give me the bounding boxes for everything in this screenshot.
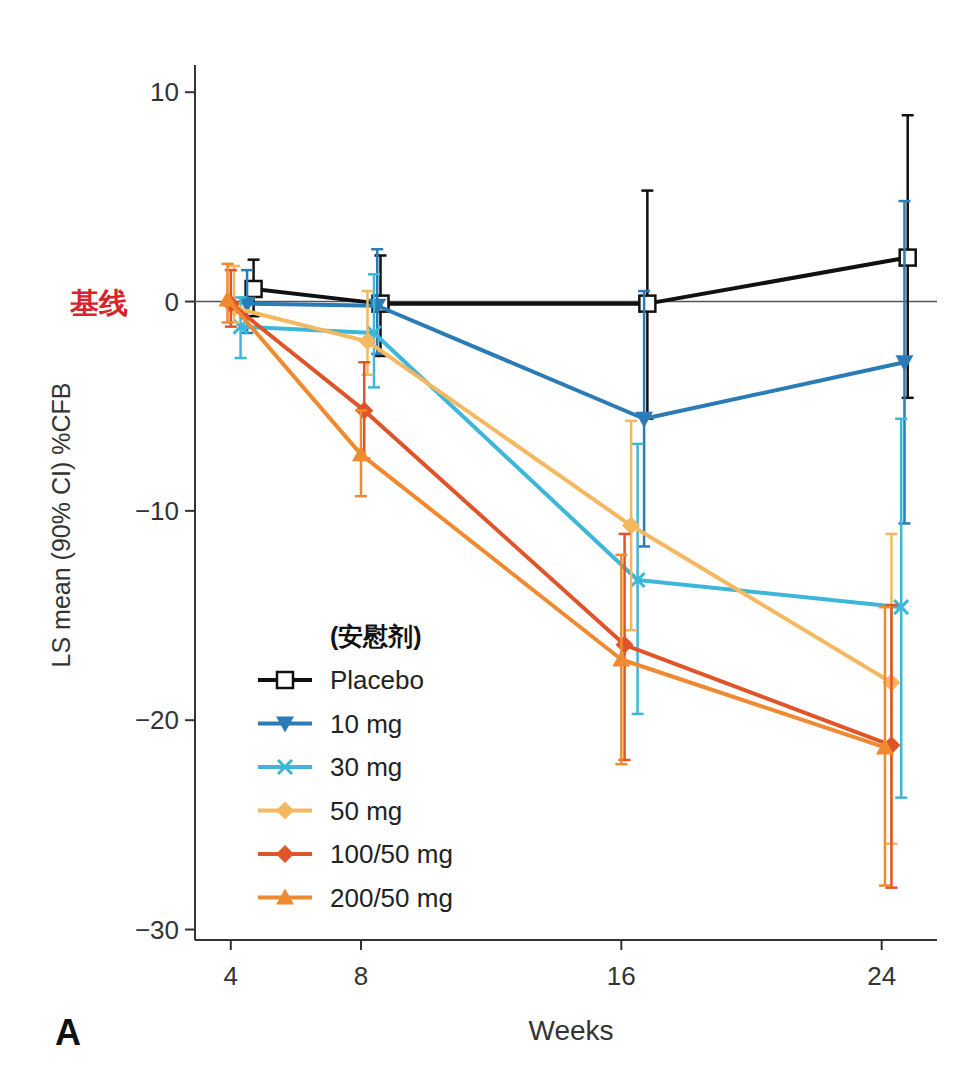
panel-letter: A (55, 1012, 81, 1053)
series-line (254, 258, 908, 304)
error-bar-cap (625, 420, 637, 423)
point (616, 636, 634, 654)
y-tick (185, 719, 195, 721)
series-line (228, 299, 885, 747)
legend-label: 50 mg (330, 796, 402, 826)
baseline-label: 基线 (69, 287, 128, 319)
point (894, 600, 908, 614)
error-bar-cap (615, 763, 627, 766)
error-bar-cap (241, 269, 253, 272)
x-tick-label: 8 (354, 961, 368, 991)
error-bar-cap (222, 321, 234, 324)
y-tick-label: −10 (135, 496, 179, 526)
error-bar-cap (235, 357, 247, 360)
error-bar-cap (361, 290, 373, 293)
error-bar-cap (619, 533, 631, 536)
error-bar-cap (885, 533, 897, 536)
x-axis (195, 939, 937, 941)
error-bar-cap (625, 629, 637, 632)
legend: (安慰剂) Placebo 10 mg 30 mg 50 mg 100/50 mg 200/… (258, 622, 453, 913)
point (358, 332, 376, 350)
error-bar-cap (358, 361, 370, 364)
chart: 10 0 −10 −20 −30 4 8 16 24 Weeks LS mean (90% CI) … (0, 0, 972, 1082)
x-tick (881, 940, 883, 950)
series (238, 201, 913, 546)
legend-marker (276, 802, 294, 820)
legend-label: Placebo (330, 665, 424, 695)
point (355, 401, 373, 419)
error-bar-cap (368, 386, 380, 389)
y-axis (194, 65, 196, 940)
x-axis-label: Weeks (528, 1015, 613, 1046)
error-bar-cap (235, 296, 247, 299)
legend-marker (276, 845, 294, 863)
y-tick (185, 929, 195, 931)
series-line (234, 308, 891, 683)
point (895, 355, 913, 371)
x-tick-label: 16 (607, 961, 636, 991)
series-line (247, 304, 904, 419)
x-tick-label: 24 (867, 961, 896, 991)
error-bar-cap (225, 325, 237, 328)
series (225, 266, 900, 844)
y-axis-label: LS mean (90% CI) %CFB (47, 383, 75, 668)
point (631, 573, 645, 587)
error-bar-cap (222, 263, 234, 266)
legend-note: (安慰剂) (330, 622, 422, 650)
error-bar-cap (641, 189, 653, 192)
error-bar-cap (371, 248, 383, 251)
error-bar-cap (638, 290, 650, 293)
legend-label: 200/50 mg (330, 883, 453, 913)
x-tick (620, 940, 622, 950)
point (612, 650, 630, 666)
point (622, 517, 640, 535)
error-bar-cap (895, 796, 907, 799)
series (234, 274, 909, 797)
point (900, 250, 916, 266)
point (368, 299, 386, 315)
legend-label: 100/50 mg (330, 839, 453, 869)
error-bar-cap (368, 273, 380, 276)
point (639, 296, 655, 312)
legend-label: 10 mg (330, 709, 402, 739)
error-bar-cap (879, 884, 891, 887)
error-bar-cap (895, 418, 907, 421)
error-bar-cap (632, 443, 644, 446)
y-tick-label: −30 (135, 915, 179, 945)
point (876, 738, 894, 754)
error-bar-cap (638, 545, 650, 548)
error-bar-cap (879, 606, 891, 609)
legend-marker (278, 760, 292, 774)
y-tick-label: 0 (165, 287, 179, 317)
y-tick (185, 510, 195, 512)
error-bar-cap (898, 200, 910, 203)
series (219, 264, 894, 886)
series-line (241, 327, 902, 608)
error-bar-cap (902, 114, 914, 117)
x-tick (360, 940, 362, 950)
series (246, 115, 916, 419)
x-tick (230, 940, 232, 950)
x-tick-label: 4 (224, 961, 238, 991)
error-bar-cap (632, 713, 644, 716)
point (635, 412, 653, 428)
legend-marker (276, 717, 294, 733)
error-bar-cap (615, 554, 627, 557)
series (222, 270, 901, 888)
y-tick (185, 301, 195, 303)
error-bar-cap (355, 409, 367, 412)
point (219, 290, 237, 306)
legend-marker (276, 889, 294, 905)
series-line (231, 304, 892, 746)
plot-area (195, 115, 937, 887)
legend-label: 30 mg (330, 752, 402, 782)
y-tick-label: 10 (150, 77, 179, 107)
y-tick-label: −20 (135, 705, 179, 735)
legend-marker (277, 672, 293, 688)
error-bar-cap (248, 258, 260, 261)
y-tick (185, 91, 195, 93)
point (352, 445, 370, 461)
error-bar-cap (355, 495, 367, 498)
